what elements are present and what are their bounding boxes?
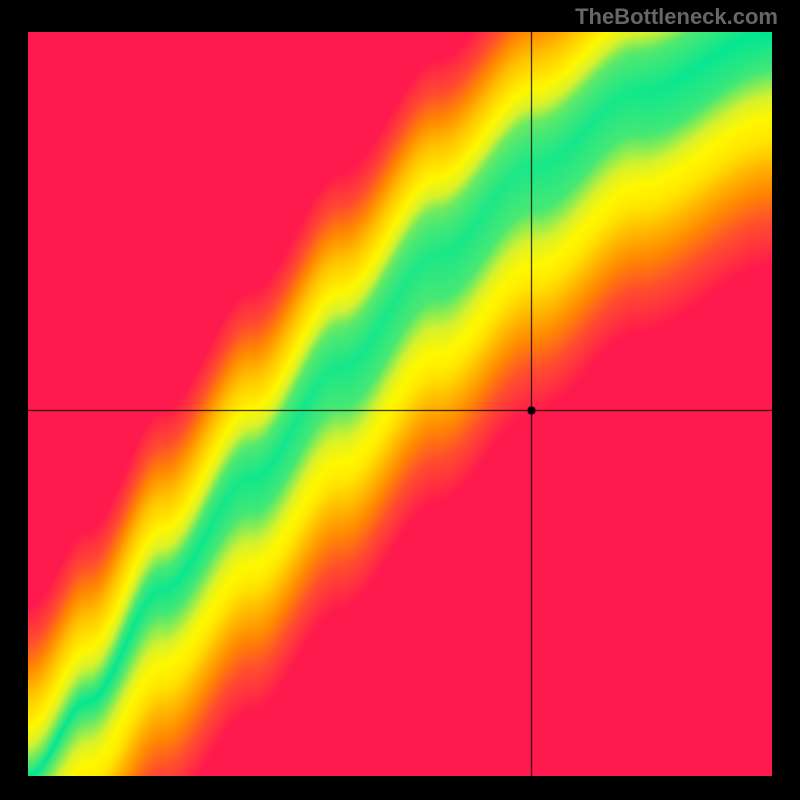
- heatmap-canvas: [28, 32, 772, 776]
- chart-container: TheBottleneck.com: [0, 0, 800, 800]
- watermark-text: TheBottleneck.com: [575, 4, 778, 30]
